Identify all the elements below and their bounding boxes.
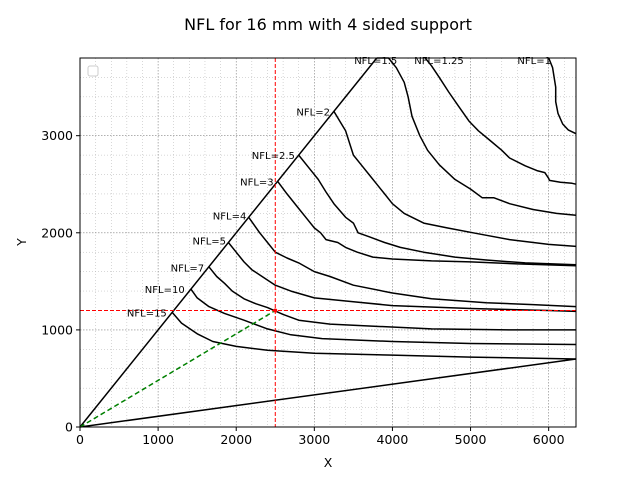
contour-line [548,57,577,135]
plot-lines [79,57,577,428]
contour-label: NFL=4 [213,211,247,222]
y-tick-label: 0 [65,420,73,435]
x-tick-label: 5000 [455,432,487,447]
contour-label: NFL=15 [127,308,167,319]
contour-line [248,216,577,308]
contour-label: NFL=1 [517,56,551,67]
contour-label: NFL=1.25 [414,56,463,67]
plot-frame [79,57,577,428]
contour-line [298,154,577,266]
reference-diagonal-line [79,309,276,428]
empty-legend [87,65,99,77]
x-axis-label: X [324,455,333,470]
x-tick-label: 1000 [142,432,174,447]
contour-label: NFL=1.5 [354,56,397,67]
chart-title: NFL for 16 mm with 4 sided support [184,15,472,34]
contour-line [424,57,577,185]
lower-boundary-line [79,358,577,428]
contour-label: NFL=7 [171,264,205,275]
contour-label: NFL=5 [193,237,227,248]
contour-line [333,111,577,248]
x-tick-label: 0 [76,432,84,447]
contour-label: NFL=2.5 [252,151,295,162]
x-tick-label: 2000 [220,432,252,447]
axis-ticks: 0 1000 2000 3000 4000 5000 6000 0 1000 2000 3000 [41,128,564,447]
contour-label: NFL=3 [240,177,274,188]
grid [80,58,576,427]
contour-line [171,311,577,360]
reference-point [273,308,278,313]
y-tick-label: 3000 [41,128,73,143]
x-tick-label: 3000 [298,432,330,447]
contour-line [376,57,577,217]
y-tick-label: 1000 [41,322,73,337]
y-tick-label: 2000 [41,225,73,240]
contour-line [190,288,577,346]
x-tick-label: 4000 [377,432,409,447]
contour-labels: NFL=1 NFL=1.25 NFL=1.5 NFL=2 NFL=2.5 NFL=3 NFL… [127,56,551,319]
contour-label: NFL=2 [296,107,330,118]
contour-line [227,242,577,313]
contour-line [276,180,577,267]
y-axis-label: Y [14,238,29,247]
contour-label: NFL=10 [145,285,185,296]
x-tick-label: 6000 [533,432,565,447]
